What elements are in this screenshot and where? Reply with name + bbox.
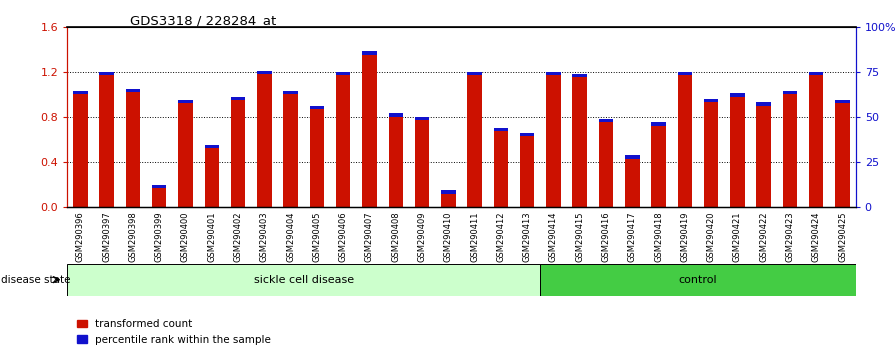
- Bar: [540, 264, 856, 296]
- Bar: [809, 72, 823, 75]
- Text: GSM290412: GSM290412: [496, 212, 505, 262]
- Bar: [468, 72, 482, 75]
- Bar: [99, 75, 114, 207]
- Text: GDS3318 / 228284_at: GDS3318 / 228284_at: [130, 14, 276, 27]
- Text: control: control: [678, 275, 718, 285]
- Bar: [204, 148, 219, 207]
- Bar: [336, 75, 350, 207]
- Text: GSM290406: GSM290406: [339, 212, 348, 262]
- Bar: [783, 94, 797, 207]
- Bar: [651, 126, 666, 207]
- Bar: [547, 72, 561, 75]
- Bar: [704, 99, 719, 102]
- Bar: [468, 75, 482, 207]
- Bar: [494, 131, 508, 207]
- Bar: [441, 194, 455, 207]
- Bar: [809, 75, 823, 207]
- Bar: [152, 184, 167, 188]
- Text: GSM290419: GSM290419: [680, 212, 689, 262]
- Bar: [835, 103, 849, 207]
- Text: GSM290396: GSM290396: [76, 212, 85, 262]
- Bar: [389, 113, 403, 117]
- Bar: [625, 155, 640, 159]
- Bar: [599, 122, 613, 207]
- Bar: [415, 120, 429, 207]
- Text: GSM290421: GSM290421: [733, 212, 742, 262]
- Bar: [336, 72, 350, 75]
- Text: GSM290401: GSM290401: [207, 212, 216, 262]
- Text: GSM290407: GSM290407: [365, 212, 374, 262]
- Bar: [415, 117, 429, 120]
- Bar: [231, 100, 246, 207]
- Text: GSM290411: GSM290411: [470, 212, 479, 262]
- Text: GSM290424: GSM290424: [812, 212, 821, 262]
- Bar: [125, 88, 140, 92]
- Bar: [362, 51, 376, 55]
- Bar: [283, 94, 297, 207]
- Text: GSM290404: GSM290404: [286, 212, 295, 262]
- Bar: [257, 74, 271, 207]
- Text: sickle cell disease: sickle cell disease: [254, 275, 354, 285]
- Bar: [730, 93, 745, 97]
- Bar: [73, 94, 88, 207]
- Bar: [756, 102, 771, 105]
- Text: disease state: disease state: [1, 275, 71, 285]
- Bar: [441, 190, 455, 194]
- Bar: [257, 70, 271, 74]
- Text: GSM290402: GSM290402: [234, 212, 243, 262]
- Text: GSM290415: GSM290415: [575, 212, 584, 262]
- Legend: transformed count, percentile rank within the sample: transformed count, percentile rank withi…: [73, 315, 275, 349]
- Text: GSM290399: GSM290399: [155, 212, 164, 262]
- Text: GSM290398: GSM290398: [128, 212, 137, 262]
- Bar: [625, 159, 640, 207]
- Bar: [520, 133, 534, 136]
- Text: GSM290420: GSM290420: [707, 212, 716, 262]
- Text: GSM290409: GSM290409: [418, 212, 426, 262]
- Bar: [783, 91, 797, 94]
- Text: GSM290400: GSM290400: [181, 212, 190, 262]
- Text: GSM290423: GSM290423: [786, 212, 795, 262]
- Bar: [599, 119, 613, 122]
- Text: GSM290403: GSM290403: [260, 212, 269, 262]
- Bar: [73, 91, 88, 94]
- Bar: [67, 264, 540, 296]
- Bar: [520, 136, 534, 207]
- Bar: [756, 105, 771, 207]
- Bar: [573, 77, 587, 207]
- Bar: [494, 128, 508, 131]
- Text: GSM290405: GSM290405: [313, 212, 322, 262]
- Text: GSM290418: GSM290418: [654, 212, 663, 262]
- Text: GSM290422: GSM290422: [759, 212, 768, 262]
- Bar: [231, 97, 246, 100]
- Bar: [651, 122, 666, 126]
- Bar: [573, 74, 587, 77]
- Text: GSM290416: GSM290416: [601, 212, 610, 262]
- Text: GSM290425: GSM290425: [838, 212, 847, 262]
- Bar: [310, 105, 324, 109]
- Bar: [204, 145, 219, 148]
- Bar: [677, 75, 692, 207]
- Bar: [389, 117, 403, 207]
- Bar: [178, 100, 193, 103]
- Bar: [362, 55, 376, 207]
- Text: GSM290417: GSM290417: [628, 212, 637, 262]
- Bar: [730, 97, 745, 207]
- Bar: [704, 102, 719, 207]
- Bar: [677, 72, 692, 75]
- Text: GSM290397: GSM290397: [102, 212, 111, 262]
- Text: GSM290410: GSM290410: [444, 212, 452, 262]
- Bar: [178, 103, 193, 207]
- Text: GSM290413: GSM290413: [522, 212, 531, 262]
- Bar: [835, 100, 849, 103]
- Text: GSM290414: GSM290414: [549, 212, 558, 262]
- Bar: [310, 109, 324, 207]
- Bar: [125, 92, 140, 207]
- Bar: [99, 72, 114, 75]
- Bar: [547, 75, 561, 207]
- Bar: [283, 91, 297, 94]
- Text: GSM290408: GSM290408: [392, 212, 401, 262]
- Bar: [152, 188, 167, 207]
